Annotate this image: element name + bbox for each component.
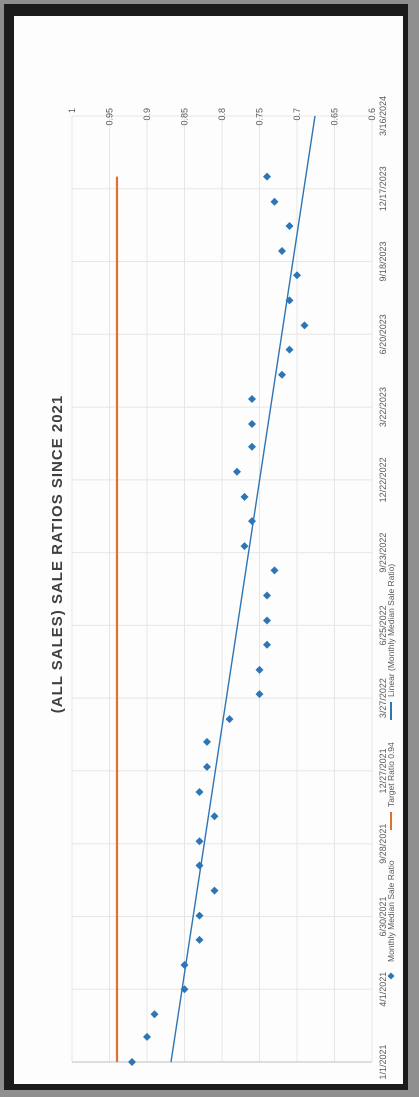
data-point: [195, 787, 204, 796]
trendline-group: [170, 115, 316, 1063]
x-tick-label: 6/20/2023: [378, 314, 388, 354]
x-tick-label: 9/18/2023: [378, 242, 388, 282]
data-point: [248, 394, 256, 403]
legend-item-monthly-median-marker: [387, 972, 395, 980]
photo-frame: 0.6 0.65 0.7 0.75 0.8 0.85 0.9 0.95 1 1/1/2021 4/…: [4, 4, 408, 1090]
data-point: [278, 370, 286, 379]
data-point: [210, 812, 219, 821]
data-point: [233, 467, 241, 476]
x-tick-label: 12/22/2022: [378, 457, 388, 502]
data-point: [203, 737, 211, 746]
x-tick-label: 9/28/2021: [378, 824, 388, 864]
data-point: [143, 1032, 151, 1041]
x-tick-label: 3/22/2023: [378, 387, 388, 427]
data-point: [195, 911, 204, 920]
chart-paper: 0.6 0.65 0.7 0.75 0.8 0.85 0.9 0.95 1 1/1/2021 4/…: [14, 16, 403, 1084]
y-tick-label: 0.95: [105, 108, 115, 126]
legend: Monthly Median Sale Ratio Target Ratio 0.…: [386, 564, 396, 980]
y-tick-label: 0.85: [180, 108, 190, 126]
y-tick-label: 0.9: [142, 108, 152, 121]
data-point: [278, 247, 286, 256]
data-point: [263, 172, 271, 181]
data-point: [255, 690, 264, 699]
legend-item-target: Target Ratio 0.94: [386, 742, 396, 807]
data-point: [248, 420, 256, 429]
data-point: [270, 566, 279, 575]
y-tick-label: 0.65: [330, 108, 340, 126]
data-point: [248, 442, 256, 451]
data-point: [180, 985, 189, 994]
data-point: [285, 221, 294, 230]
x-tick-label: 12/27/2021: [378, 748, 388, 793]
data-point: [128, 1058, 136, 1066]
x-tick-label: 3/27/2022: [378, 678, 388, 718]
data-point: [285, 296, 294, 305]
trendline: [170, 115, 316, 1063]
gridlines: [71, 115, 373, 1063]
data-point: [195, 935, 204, 944]
x-tick-label: 4/1/2021: [378, 972, 388, 1007]
y-tick-labels: 0.6 0.65 0.7 0.75 0.8 0.85 0.9 0.95 1: [67, 108, 377, 126]
data-point: [150, 1010, 159, 1019]
scatter-chart: 0.6 0.65 0.7 0.75 0.8 0.85 0.9 0.95 1 1/1/2021 4/…: [49, 96, 396, 1080]
data-point: [263, 616, 271, 625]
y-tick-label: 0.8: [217, 108, 227, 121]
data-points: [128, 172, 309, 1066]
x-tick-label: 9/23/2022: [378, 533, 388, 573]
x-tick-label: 12/17/2023: [378, 166, 388, 211]
data-point: [263, 591, 271, 600]
data-point: [203, 762, 211, 771]
data-point: [195, 861, 204, 870]
data-point: [248, 517, 256, 526]
y-tick-label: 0.75: [255, 108, 265, 126]
data-point: [270, 197, 279, 206]
data-point: [300, 321, 309, 330]
x-tick-label: 1/1/2021: [378, 1044, 388, 1079]
chart-title: (ALL SALES) SALE RATIOS SINCE 2021: [49, 395, 66, 714]
data-point: [293, 271, 301, 280]
data-point: [285, 345, 294, 354]
legend-item-linear: Linear (Monthly Median Sale Ratio): [386, 564, 396, 697]
data-point: [263, 640, 271, 649]
data-point: [195, 837, 204, 846]
x-tick-label: 3/16/2024: [378, 96, 388, 136]
data-point: [210, 886, 219, 895]
legend-item-monthly-median: Monthly Median Sale Ratio: [386, 860, 396, 962]
x-tick-label: 6/25/2022: [378, 605, 388, 645]
data-point: [240, 542, 249, 551]
data-point: [255, 665, 264, 674]
data-point: [180, 960, 189, 969]
x-tick-label: 6/30/2021: [378, 896, 388, 936]
y-tick-label: 0.7: [292, 108, 302, 121]
x-tick-labels: 1/1/2021 4/1/2021 6/30/2021 9/28/2021 12/27/…: [378, 96, 388, 1080]
data-point: [240, 492, 249, 501]
y-tick-label: 0.6: [367, 108, 377, 121]
data-point: [225, 715, 234, 724]
y-tick-label: 1: [67, 108, 77, 113]
